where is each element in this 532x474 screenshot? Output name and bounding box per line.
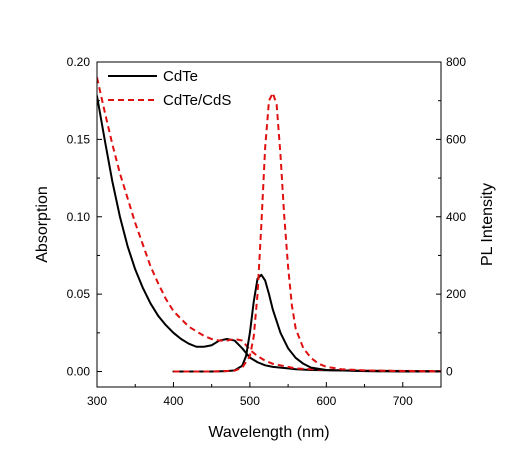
x-tick-label: 400 xyxy=(163,394,183,408)
y-axis-right-title: PL Intensity xyxy=(479,183,496,266)
y-left-tick-label: 0.15 xyxy=(67,132,91,146)
y-left-tick-label: 0.00 xyxy=(67,365,91,379)
series-line-cdte-cds-absorption xyxy=(97,77,441,373)
x-tick-label: 300 xyxy=(87,394,107,408)
y-right-tick-label: 0 xyxy=(446,365,453,379)
x-tick-label: 500 xyxy=(240,394,260,408)
ticks-layer: 300 400 500 600 700 0.00 0.05 0.10 0.15 0.20 0 200 4… xyxy=(67,55,467,408)
legend-label-cdte-cds: CdTe/CdS xyxy=(163,92,231,109)
plot-frame xyxy=(96,61,442,388)
x-tick-label: 700 xyxy=(393,394,413,408)
y-left-tick-label: 0.05 xyxy=(67,287,91,301)
series-line-cdte-cds-pl xyxy=(173,91,441,373)
y-axis-left-title: Absorption xyxy=(34,186,51,263)
y-right-tick-label: 200 xyxy=(446,287,466,301)
series-line-cdte-absorption xyxy=(97,95,441,373)
y-left-tick-label: 0.10 xyxy=(67,210,91,224)
legend-label-cdte: CdTe xyxy=(163,68,198,85)
y-left-tick-label: 0.20 xyxy=(67,55,91,69)
legend: CdTe CdTe/CdS xyxy=(108,68,231,109)
x-axis-title: Wavelength (nm) xyxy=(208,424,329,441)
series-line-cdte-pl xyxy=(172,273,441,373)
y-right-tick-label: 400 xyxy=(446,210,466,224)
y-right-tick-label: 600 xyxy=(446,132,466,146)
series-layer xyxy=(97,77,441,373)
x-tick-label: 600 xyxy=(316,394,336,408)
y-right-tick-label: 800 xyxy=(446,55,466,69)
